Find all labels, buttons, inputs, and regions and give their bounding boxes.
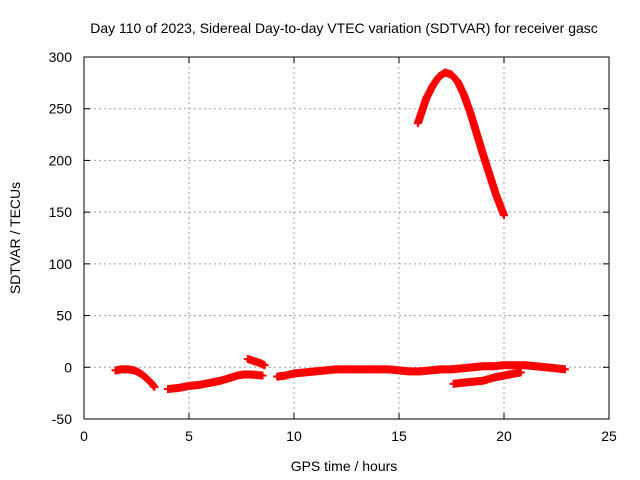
data-point	[150, 382, 159, 391]
plot-frame	[83, 56, 610, 420]
y-tick-label: -50	[52, 411, 72, 427]
x-tick-label: 20	[496, 428, 512, 444]
y-tick-label: 200	[49, 152, 73, 168]
y-tick-label: 300	[49, 49, 73, 65]
y-axis-label: SDTVAR / TECUs	[7, 182, 23, 294]
x-tick-label: 5	[185, 428, 193, 444]
grid-lines	[84, 57, 609, 419]
data-point	[516, 368, 525, 377]
data-point	[258, 371, 267, 380]
data-point	[560, 365, 569, 374]
x-tick-label: 25	[601, 428, 617, 444]
x-tick-label: 0	[80, 428, 88, 444]
x-tick-label: 15	[391, 428, 407, 444]
x-axis-label: GPS time / hours	[291, 458, 398, 474]
y-tick-label: 50	[56, 308, 72, 324]
x-tick-label: 10	[286, 428, 302, 444]
y-tick-label: 0	[64, 359, 72, 375]
data-point	[500, 211, 508, 220]
data-point	[260, 361, 269, 370]
y-tick-label: 150	[49, 204, 73, 220]
chart-title: Day 110 of 2023, Sidereal Day-to-day VTE…	[90, 20, 598, 36]
y-tick-label: 250	[49, 101, 73, 117]
y-tick-label: 100	[49, 256, 73, 272]
data-points	[111, 68, 569, 394]
axis-ticks: 0 5 10 15 20 25 -50 0 50 100 150 200 250 300	[49, 49, 617, 444]
